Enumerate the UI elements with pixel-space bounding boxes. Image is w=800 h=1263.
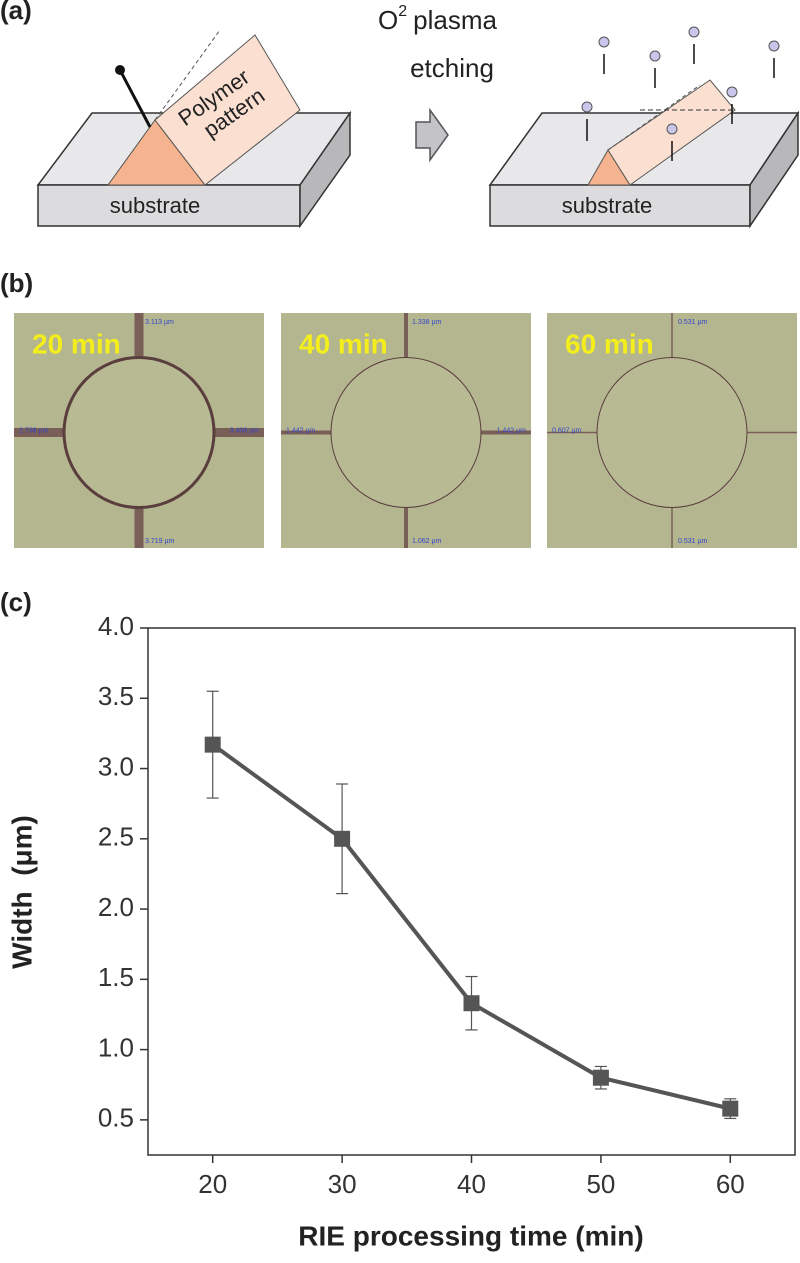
time-label: 60 min — [565, 328, 654, 359]
x-tick-label: 50 — [586, 1169, 615, 1199]
measurement-label: 3.113 µm — [145, 319, 174, 326]
plot-frame — [147, 627, 796, 1156]
process-label: O2 plasma — [378, 3, 497, 35]
y-tick-label: 3.5 — [98, 681, 134, 711]
data-point — [463, 995, 480, 1012]
x-tick-label: 60 — [716, 1169, 745, 1199]
process-arrow — [415, 107, 449, 163]
measurement-label: 0.531 µm — [678, 319, 707, 326]
data-point — [722, 1100, 739, 1117]
measurement-label: 1.442 µm — [286, 427, 315, 434]
measurement-label: 1.062 µm — [412, 538, 441, 545]
y-tick-label: 4.0 — [98, 611, 134, 641]
hole — [596, 357, 748, 508]
data-point — [204, 736, 221, 753]
measurement-label: 0.531 µm — [678, 538, 707, 545]
data-point — [334, 830, 351, 847]
measurement-label: 1.338 µm — [412, 319, 441, 326]
x-tick-label: 20 — [198, 1169, 227, 1199]
substrate-right — [488, 26, 800, 229]
x-tick-label: 40 — [457, 1169, 486, 1199]
hole — [62, 356, 216, 509]
y-tick-label: 3.0 — [98, 751, 134, 781]
y-tick-label: 2.0 — [98, 892, 134, 922]
y-axis-label: Width (μm) — [6, 815, 37, 969]
measurement-label: 3.719 µm — [145, 538, 174, 545]
y-tick-label: 2.5 — [98, 822, 134, 852]
y-tick-label: 1.0 — [98, 1032, 134, 1062]
time-label: 40 min — [299, 328, 388, 359]
panel-label: (a) — [0, 0, 32, 25]
chart: Width (μm) RIE processing time (min) 0.5… — [6, 611, 796, 1251]
measurement-label: 2.738 µm — [19, 427, 48, 434]
hole — [330, 357, 482, 508]
measurement-label: 3.408 µm — [230, 427, 259, 434]
micrographs: 20 min 3.113 µm 2.738 µm 3.408 µm 3.719 µm 40… — [14, 313, 797, 548]
measurement-label: 0.607 µm — [552, 427, 581, 434]
panel-label: (c) — [0, 587, 32, 617]
x-tick-label: 30 — [328, 1169, 357, 1199]
substrate-label: substrate — [110, 193, 201, 218]
series-line — [211, 743, 731, 1111]
y-tick-label: 1.5 — [98, 962, 134, 992]
substrate-label: substrate — [562, 193, 653, 218]
panel-label: (b) — [0, 268, 33, 298]
process-label-word: plasma — [413, 5, 497, 35]
time-label: 20 min — [32, 328, 121, 359]
process-label-sup: 2 — [398, 3, 407, 20]
process-label-base: O — [378, 5, 398, 35]
process-label-word: etching — [410, 53, 494, 83]
substrate-left — [36, 29, 352, 229]
data-point — [592, 1069, 609, 1086]
y-tick-label: 0.5 — [98, 1103, 134, 1133]
measurement-label: 1.442 µm — [497, 427, 526, 434]
x-axis-label: RIE processing time (min) — [298, 1220, 643, 1251]
